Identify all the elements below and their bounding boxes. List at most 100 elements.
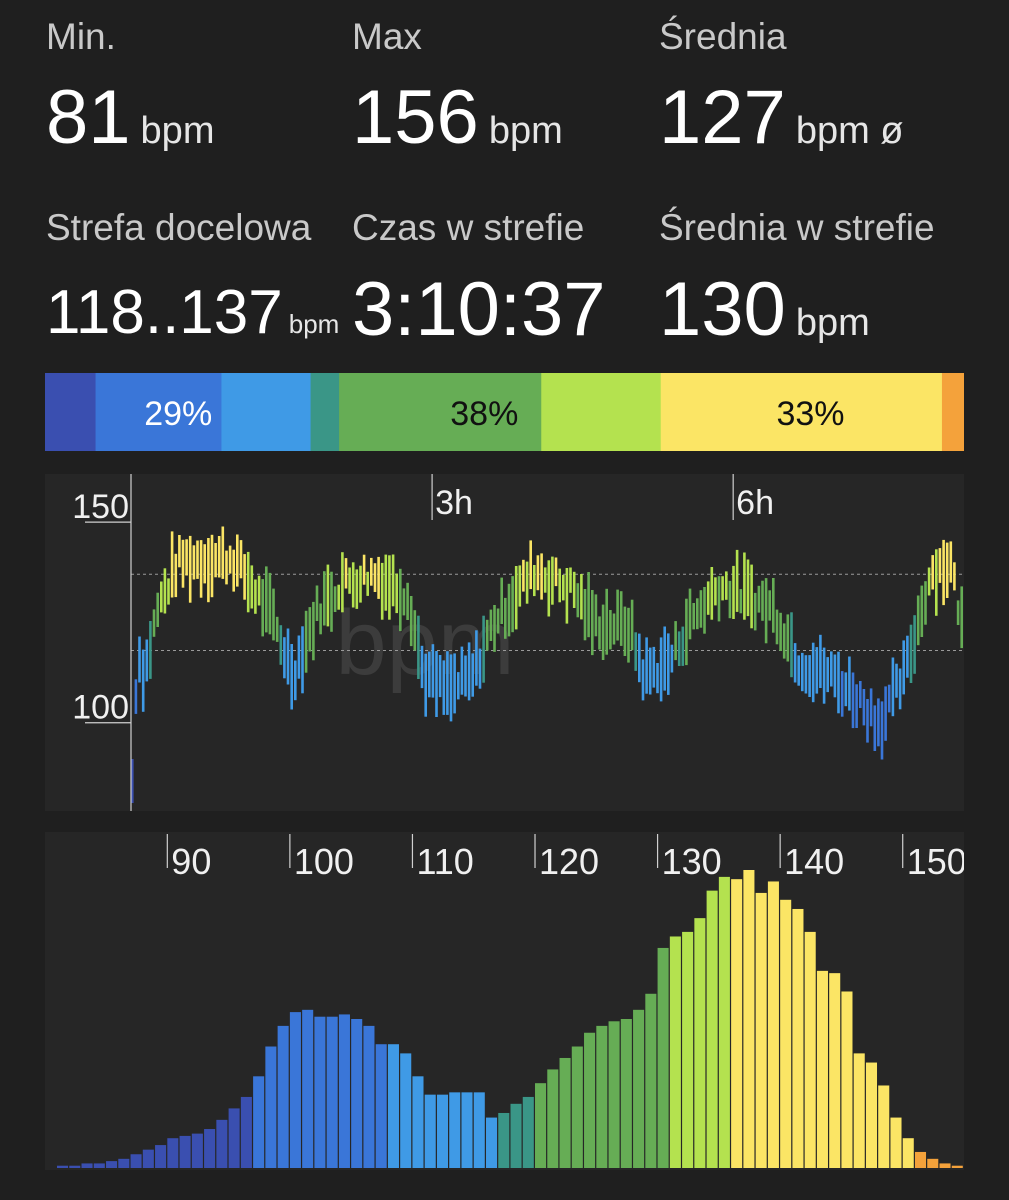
timeline-bar (170, 531, 174, 598)
histogram-bar (302, 1009, 314, 1168)
heart-rate-histogram[interactable]: 90 100 110 120 130 140 150 (45, 832, 967, 1170)
timeline-bar (554, 557, 558, 587)
zone-segment-7 (941, 373, 964, 451)
timeline-bar (431, 644, 435, 698)
timeline-bar (746, 559, 750, 617)
timeline-bar (692, 603, 695, 630)
avg-in-zone-number: 130 (659, 267, 786, 352)
timeline-bar (504, 597, 507, 639)
zone-distribution-svg: 29% 38% 33% (45, 373, 964, 451)
histogram-bar (167, 1138, 179, 1168)
timeline-bar (196, 540, 199, 579)
timeline-bar (236, 534, 239, 587)
timeline-bar (453, 653, 456, 714)
heart-rate-timeline[interactable]: bpm 150 100 3h 6h (45, 474, 964, 811)
histogram-tick-label: 140 (784, 841, 844, 882)
timeline-bar (435, 651, 438, 717)
timeline-bar (732, 565, 735, 619)
timeline-bar (837, 651, 840, 714)
zone-percent-label-2: 33% (776, 395, 844, 433)
histogram-bar (387, 1044, 399, 1168)
timeline-bar (916, 595, 920, 646)
histogram-bar (314, 1016, 326, 1168)
timeline-bar (619, 591, 623, 646)
timeline-bar (667, 633, 670, 695)
histogram-bar (265, 1046, 277, 1168)
timeline-bar (319, 603, 322, 635)
min-number: 81 (46, 75, 131, 160)
timeline-bar (203, 544, 206, 584)
histogram-bar (191, 1133, 203, 1168)
timeline-bar (283, 637, 286, 679)
timeline-bar (652, 646, 656, 688)
histogram-bar (69, 1165, 81, 1168)
timeline-bar (855, 684, 858, 728)
timeline-bar (739, 589, 743, 614)
timeline-bar (406, 582, 409, 620)
histogram-bar (596, 1025, 608, 1168)
timeline-bar (489, 609, 493, 641)
timeline-bar (703, 587, 706, 634)
histogram-bar (902, 1138, 914, 1168)
timeline-bar (188, 535, 192, 603)
timeline-bar (315, 585, 319, 621)
zone-distribution-bar[interactable]: 29% 38% 33% (45, 373, 964, 451)
histogram-bar (927, 1158, 939, 1168)
min-label: Min. (46, 16, 116, 57)
histogram-bar (853, 1053, 865, 1168)
timeline-bar (710, 567, 714, 620)
timeline-bar (605, 588, 608, 655)
histogram-bar (731, 879, 743, 1168)
histogram-bar (351, 1019, 363, 1168)
zone-segment-2 (221, 373, 312, 451)
timeline-bar (880, 701, 884, 760)
min-unit: bpm (140, 110, 215, 152)
timeline-bar (424, 653, 427, 717)
zone-segment-3 (310, 373, 340, 451)
timeline-bar (663, 626, 666, 691)
histogram-bar (547, 1069, 559, 1168)
timeline-bar (609, 610, 612, 650)
timeline-bar (884, 686, 887, 741)
timeline-bar (210, 534, 214, 598)
timeline-bar (753, 592, 757, 631)
timeline-bar (301, 626, 304, 694)
timeline-bar (670, 644, 674, 673)
avg-in-zone-value: 130 bpm (659, 272, 870, 348)
timeline-bar (786, 614, 790, 662)
timeline-bar (214, 543, 217, 578)
timeline-bar (152, 609, 156, 637)
timeline-bar (862, 689, 866, 726)
timeline-bar (265, 566, 268, 633)
timeline-bar (772, 578, 775, 633)
timeline-bar (790, 612, 793, 678)
timeline-bar (254, 579, 257, 614)
timeline-bar (529, 540, 532, 590)
timeline-bar (558, 568, 561, 603)
histogram-bar (400, 1053, 412, 1168)
timeline-bar (641, 659, 645, 701)
avg-value: 127 bpm ø (659, 80, 904, 156)
histogram-bar (363, 1025, 375, 1168)
timeline-bar (482, 615, 485, 683)
timeline-bar (953, 562, 956, 591)
histogram-bar (57, 1165, 69, 1168)
timeline-bar (312, 601, 315, 661)
timeline-y-tick-label: 150 (72, 488, 129, 526)
timeline-bar (380, 562, 384, 620)
histogram-bar (743, 870, 755, 1168)
timeline-bar (239, 540, 243, 579)
timeline-bar (333, 586, 337, 612)
timeline-bar (793, 643, 797, 683)
timeline-bar (869, 688, 873, 727)
histogram-bar (914, 1151, 927, 1168)
histogram-bar (449, 1092, 461, 1168)
histogram-bar (473, 1092, 485, 1168)
timeline-bar (656, 663, 659, 694)
timeline-bar (598, 616, 601, 650)
avg-unit: bpm ø (795, 110, 904, 152)
timeline-bar (685, 598, 688, 666)
timeline-bar (920, 585, 924, 637)
timeline-bar (583, 589, 587, 641)
histogram-bar (216, 1119, 228, 1168)
